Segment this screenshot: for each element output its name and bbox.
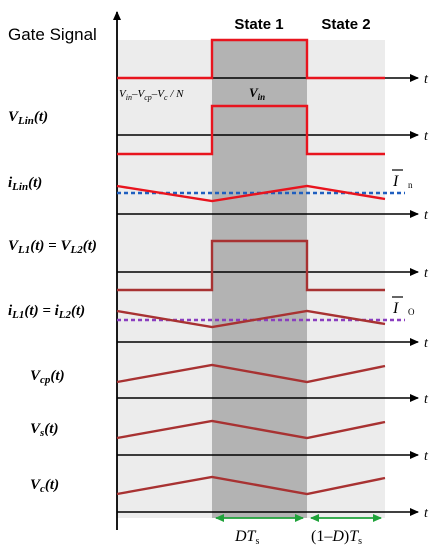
il1-il2-trace [116, 309, 386, 329]
gate-signal-label: Gate Signal [8, 25, 97, 44]
off-time-label: (1–D)Ts [311, 528, 362, 547]
state1-voltage-annotation: Vin [249, 85, 265, 102]
ilin-t-label: t [424, 208, 429, 223]
vs-t-label: t [424, 449, 429, 464]
svg-text:n: n [408, 180, 413, 190]
avg-output-current-annotation: I O [392, 296, 415, 317]
ilin-label: iLin(t) [8, 175, 42, 193]
state2-right-band [307, 40, 385, 518]
state2-label: State 2 [321, 16, 370, 33]
state2-left-band [117, 40, 212, 518]
ilin-trace [116, 184, 386, 203]
vl1-t-label: t [424, 266, 429, 281]
vl1-vl2-trace [117, 239, 385, 292]
svg-text:I: I [392, 300, 399, 317]
svg-text:I: I [392, 173, 399, 190]
vc-label: Vc(t) [30, 477, 59, 495]
avg-input-current-annotation: I n [392, 169, 413, 190]
state2-voltage-annotation: Vin–Vcp–Vc / N [119, 88, 184, 102]
state1-band [212, 40, 307, 518]
on-time-label: DTs [234, 528, 259, 547]
vcp-t-label: t [424, 392, 429, 407]
vcp-label: Vcp(t) [30, 368, 65, 386]
vlin-label: VLin(t) [8, 109, 48, 127]
vcp-trace [116, 363, 386, 384]
vs-label: Vs(t) [30, 421, 58, 439]
vs-trace [116, 419, 386, 440]
gate-t-label: t [424, 72, 429, 87]
state1-label: State 1 [234, 16, 283, 33]
gate-signal-trace [117, 38, 385, 80]
il1-il2-label: iL1(t) = iL2(t) [8, 303, 85, 321]
vlin-trace [117, 104, 385, 156]
il1-t-label: t [424, 336, 429, 351]
vc-t-label: t [424, 506, 429, 521]
svg-text:O: O [408, 307, 415, 317]
vl1-vl2-label: VL1(t) = VL2(t) [8, 238, 97, 256]
vlin-t-label: t [424, 129, 429, 144]
vc-trace [116, 475, 386, 496]
